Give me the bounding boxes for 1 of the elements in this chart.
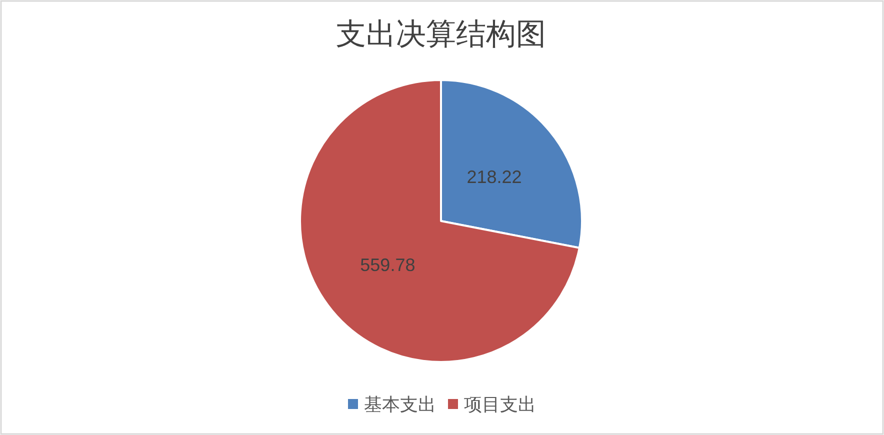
title: 支出决算结构图 <box>336 18 546 51</box>
